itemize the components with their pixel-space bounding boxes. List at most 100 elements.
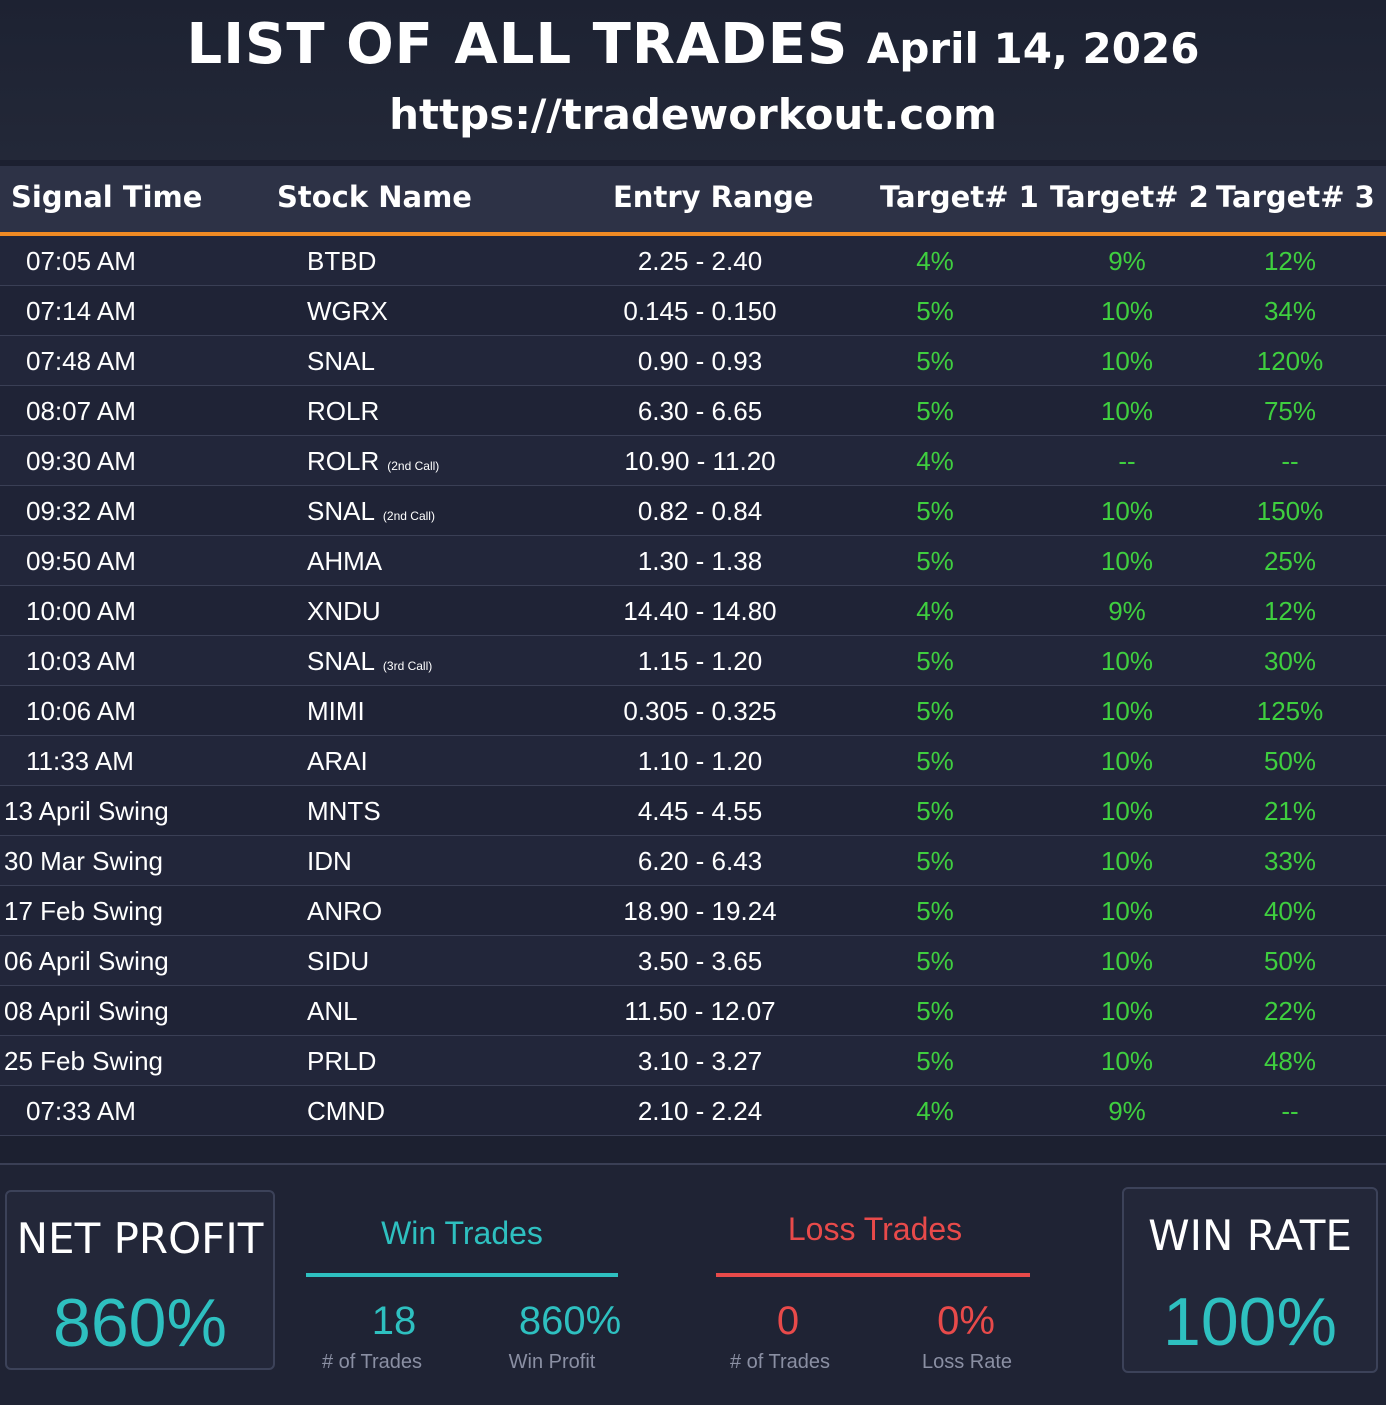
table-row: 17 Feb Swing ANRO 18.90 - 19.24 5% 10% 40%: [0, 886, 1386, 936]
entry-range-cell: 1.30 - 1.38: [637, 546, 763, 576]
stock-name-cell: SIDU: [307, 946, 369, 977]
table-row: 09:32 AM SNAL (2nd Call) 0.82 - 0.84 5% 10% 15…: [0, 486, 1386, 536]
loss-rate-label: Loss Rate: [921, 1351, 1013, 1373]
target-2-cell: 10%: [1100, 496, 1154, 526]
entry-range-cell: 2.10 - 2.24: [637, 1096, 763, 1126]
table-row: 30 Mar Swing IDN 6.20 - 6.43 5% 10% 33%: [0, 836, 1386, 886]
win-profit: 860%: [518, 1299, 622, 1343]
target-3-cell: 33%: [1263, 846, 1317, 876]
loss-count-label: # of Trades: [729, 1351, 831, 1373]
target-1-cell: 5%: [916, 1046, 954, 1076]
stock-name-cell: MNTS: [307, 796, 381, 827]
target-3-cell: 12%: [1263, 246, 1317, 276]
loss-rate: 0%: [937, 1299, 995, 1343]
target-2-cell: 10%: [1100, 696, 1154, 726]
target-3-cell: 12%: [1263, 596, 1317, 626]
entry-range-cell: 6.20 - 6.43: [637, 846, 763, 876]
entry-range-cell: 14.40 - 14.80: [623, 596, 777, 626]
stock-symbol: SNAL: [307, 646, 375, 676]
signal-time-cell: 09:50 AM: [26, 546, 136, 576]
target-1-cell: 5%: [916, 896, 954, 926]
table-row: 08:07 AM ROLR 6.30 - 6.65 5% 10% 75%: [0, 386, 1386, 436]
loss-trades-bar: [716, 1273, 1030, 1277]
stock-symbol: CMND: [307, 1096, 385, 1126]
target-1-cell: 4%: [916, 1096, 954, 1126]
call-note: (2nd Call): [382, 509, 435, 523]
target-3-cell: 25%: [1263, 546, 1317, 576]
entry-range-cell: 4.45 - 4.55: [637, 796, 763, 826]
table-row: 08 April Swing ANL 11.50 - 12.07 5% 10% 22%: [0, 986, 1386, 1036]
target-1-cell: 5%: [916, 696, 954, 726]
win-trades-title: Win Trades: [381, 1215, 543, 1251]
stock-name-cell: ARAI: [307, 746, 368, 777]
entry-range-cell: 1.15 - 1.20: [637, 646, 763, 676]
target-2-cell: 9%: [1108, 1096, 1146, 1126]
target-3-cell: 34%: [1263, 296, 1317, 326]
stock-name-cell: BTBD: [307, 246, 376, 277]
target-3-cell: 75%: [1263, 396, 1317, 426]
col-signal-time: Signal Time: [11, 180, 203, 214]
entry-range-cell: 1.10 - 1.20: [637, 746, 763, 776]
entry-range-cell: 3.50 - 3.65: [637, 946, 763, 976]
stock-name-cell: ANL: [307, 996, 358, 1027]
col-target-2: Target# 2: [1050, 180, 1209, 214]
target-3-cell: 22%: [1263, 996, 1317, 1026]
target-3-cell: 30%: [1263, 646, 1317, 676]
target-2-cell: 9%: [1108, 246, 1146, 276]
table-row: 07:14 AM WGRX 0.145 - 0.150 5% 10% 34%: [0, 286, 1386, 336]
site-url: https://tradeworkout.com: [389, 90, 997, 139]
net-profit-value: 860%: [53, 1285, 227, 1361]
entry-range-cell: 0.145 - 0.150: [623, 296, 777, 326]
signal-time-cell: 08:07 AM: [26, 396, 136, 426]
target-2-cell: 10%: [1100, 396, 1154, 426]
stock-symbol: BTBD: [307, 246, 377, 276]
stock-symbol: AHMA: [307, 546, 383, 576]
stock-name-cell: CMND: [307, 1096, 385, 1127]
signal-time-cell: 07:48 AM: [26, 346, 136, 376]
stock-symbol: ANRO: [307, 896, 383, 926]
stock-symbol: XNDU: [307, 596, 381, 626]
target-1-cell: 5%: [916, 946, 954, 976]
table-row: 11:33 AM ARAI 1.10 - 1.20 5% 10% 50%: [0, 736, 1386, 786]
target-1-cell: 5%: [916, 346, 954, 376]
table-row: 07:48 AM SNAL 0.90 - 0.93 5% 10% 120%: [0, 336, 1386, 386]
stock-symbol: MIMI: [307, 696, 365, 726]
page-header: LIST OF ALL TRADES April 14, 2026 https:…: [0, 0, 1386, 160]
stock-name-cell: ROLR (2nd Call): [307, 446, 439, 477]
target-3-cell: 150%: [1256, 496, 1324, 526]
entry-range-cell: 11.50 - 12.07: [624, 996, 776, 1026]
win-count-label: # of Trades: [321, 1351, 423, 1373]
entry-range-cell: 0.90 - 0.93: [637, 346, 763, 376]
table-row: 09:50 AM AHMA 1.30 - 1.38 5% 10% 25%: [0, 536, 1386, 586]
stock-name-cell: AHMA: [307, 546, 382, 577]
signal-time-cell: 30 Mar Swing: [4, 846, 163, 876]
entry-range-cell: 0.305 - 0.325: [623, 696, 777, 726]
stock-name-cell: PRLD: [307, 1046, 376, 1077]
target-1-cell: 5%: [916, 996, 954, 1026]
net-profit-box: NET PROFIT 860%: [5, 1190, 275, 1370]
page-title: LIST OF ALL TRADES: [186, 12, 849, 77]
target-3-cell: 120%: [1256, 346, 1324, 376]
target-1-cell: 5%: [916, 296, 954, 326]
target-3-cell: 48%: [1263, 1046, 1317, 1076]
target-2-cell: --: [1118, 446, 1136, 476]
stock-name-cell: SNAL: [307, 346, 375, 377]
stock-name-cell: IDN: [307, 846, 352, 877]
target-3-cell: 40%: [1263, 896, 1317, 926]
loss-trades-title: Loss Trades: [787, 1211, 963, 1247]
table-row: 07:33 AM CMND 2.10 - 2.24 4% 9% --: [0, 1086, 1386, 1136]
stock-symbol: IDN: [307, 846, 352, 876]
net-profit-label: NET PROFIT: [16, 1214, 264, 1263]
target-3-cell: 50%: [1263, 746, 1317, 776]
target-3-cell: 50%: [1263, 946, 1317, 976]
trades-table: Signal Time Stock Name Entry Range Targe…: [0, 166, 1386, 1136]
entry-range-cell: 0.82 - 0.84: [637, 496, 763, 526]
entry-range-cell: 2.25 - 2.40: [637, 246, 763, 276]
col-entry-range: Entry Range: [613, 180, 814, 214]
signal-time-cell: 25 Feb Swing: [4, 1046, 163, 1076]
stock-symbol: SNAL: [307, 496, 375, 526]
win-rate-value: 100%: [1163, 1284, 1337, 1360]
signal-time-cell: 10:03 AM: [26, 646, 136, 676]
target-2-cell: 10%: [1100, 796, 1154, 826]
entry-range-cell: 6.30 - 6.65: [637, 396, 763, 426]
